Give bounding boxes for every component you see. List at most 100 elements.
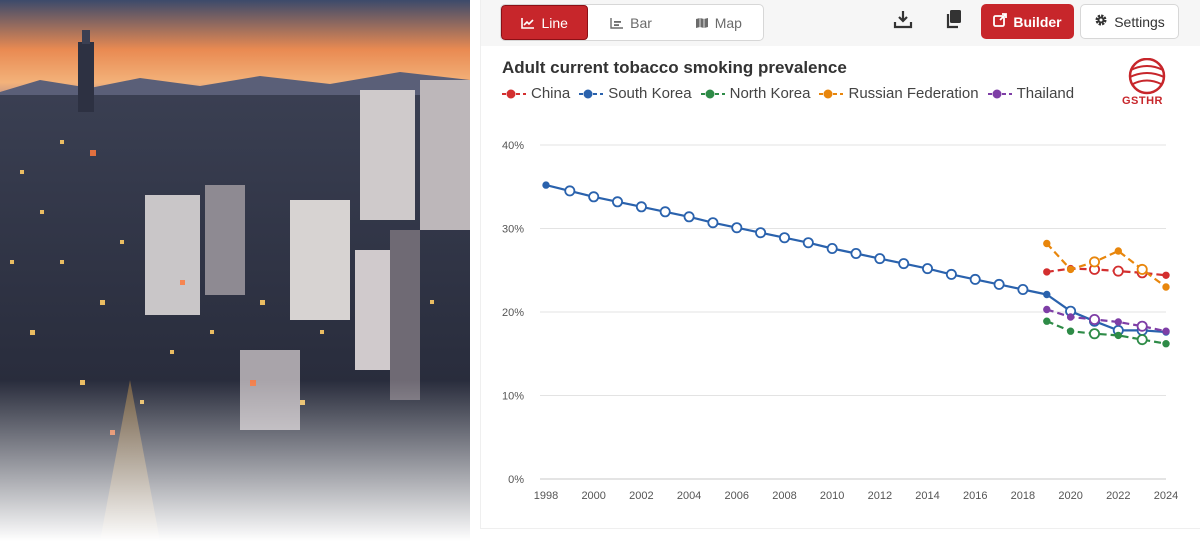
tab-line[interactable]: Line xyxy=(501,5,589,40)
tab-map[interactable]: Map xyxy=(674,5,763,40)
chart-panel: Line Bar Map xyxy=(480,0,1200,529)
tab-line-label: Line xyxy=(541,14,568,31)
settings-label: Settings xyxy=(1114,13,1165,30)
gear-icon xyxy=(1094,13,1108,30)
chart-type-switcher: Line Bar Map xyxy=(500,4,764,41)
data-point-south-korea xyxy=(564,185,576,197)
legend-marker xyxy=(502,89,526,98)
data-point-russian-federation xyxy=(1066,265,1075,274)
data-point-thailand xyxy=(1162,327,1170,335)
legend-item-russian-federation[interactable]: Russian Federation xyxy=(818,85,979,102)
x-tick-label: 2000 xyxy=(581,490,605,502)
legend-label: Russian Federation xyxy=(848,85,979,102)
x-tick-label: 2012 xyxy=(868,490,892,502)
data-point-south-korea xyxy=(850,247,862,259)
data-point-south-korea xyxy=(1043,290,1051,299)
y-tick-label: 40% xyxy=(502,140,524,152)
copy-icon xyxy=(945,9,963,34)
chart-legend: China South Korea North Korea Russian Feder… xyxy=(501,85,1074,102)
data-point-thailand xyxy=(1114,318,1122,326)
data-point-thailand xyxy=(1043,305,1051,314)
x-tick-label: 2004 xyxy=(677,490,701,502)
data-point-south-korea xyxy=(778,232,790,244)
settings-button[interactable]: Settings xyxy=(1080,4,1179,39)
data-point-south-korea xyxy=(826,242,838,254)
data-point-china xyxy=(1043,268,1051,276)
legend-label: South Korea xyxy=(608,85,692,102)
data-point-south-korea xyxy=(731,222,743,234)
data-point-south-korea xyxy=(802,237,814,249)
data-point-south-korea xyxy=(635,201,647,213)
copy-button[interactable] xyxy=(941,8,967,34)
tab-bar-label: Bar xyxy=(630,14,652,31)
logo-text: GSTHR xyxy=(1122,95,1163,107)
data-point-north-korea xyxy=(1066,327,1075,335)
data-point-south-korea xyxy=(707,217,719,229)
y-tick-label: 30% xyxy=(502,224,524,236)
builder-label: Builder xyxy=(1013,13,1062,30)
x-tick-label: 2022 xyxy=(1106,490,1130,502)
external-link-icon xyxy=(993,13,1008,30)
legend-marker xyxy=(579,89,604,98)
tab-bar[interactable]: Bar xyxy=(588,5,673,40)
data-point-south-korea xyxy=(993,278,1005,290)
x-tick-label: 1998 xyxy=(534,490,558,502)
line-chart: 0% 10% 20% 30% 40% 1998 2000 2002 2004 2006 2008 20… xyxy=(502,140,1178,502)
data-point-north-korea xyxy=(1136,334,1148,346)
legend-marker xyxy=(819,89,844,98)
legend-item-thailand[interactable]: Thailand xyxy=(987,85,1075,102)
download-button[interactable] xyxy=(890,8,916,34)
data-point-china xyxy=(1112,265,1124,277)
data-point-china xyxy=(1162,271,1170,279)
data-point-south-korea xyxy=(874,253,886,265)
series-line-russian-federation xyxy=(1045,242,1167,288)
legend-marker xyxy=(987,89,1012,98)
x-tick-label: 2016 xyxy=(963,490,987,502)
download-icon xyxy=(893,9,913,34)
y-tick-label: 10% xyxy=(502,391,524,403)
y-tick-label: 0% xyxy=(508,474,524,486)
x-tick-label: 2020 xyxy=(1058,490,1082,502)
y-tick-label: 20% xyxy=(502,307,524,319)
data-point-russian-federation xyxy=(1089,256,1101,268)
data-point-south-korea xyxy=(659,206,671,218)
data-point-south-korea xyxy=(588,191,600,203)
data-point-russian-federation xyxy=(1043,239,1051,248)
x-tick-label: 2014 xyxy=(915,490,939,502)
data-point-south-korea xyxy=(755,227,767,239)
data-point-south-korea xyxy=(898,258,910,270)
data-point-thailand xyxy=(1136,320,1148,332)
legend-item-china[interactable]: China xyxy=(501,85,570,102)
series-line-north-korea xyxy=(1046,320,1167,345)
builder-button[interactable]: Builder xyxy=(981,4,1074,39)
legend-label: China xyxy=(531,85,571,102)
data-point-russian-federation xyxy=(1162,283,1170,291)
data-point-south-korea xyxy=(945,268,957,280)
gsthr-logo: GSTHR xyxy=(1121,57,1175,110)
data-point-thailand xyxy=(1066,313,1075,321)
data-point-south-korea xyxy=(921,263,933,275)
data-point-north-korea xyxy=(1089,328,1101,340)
data-point-north-korea xyxy=(1043,317,1051,325)
city-skyline-photo xyxy=(0,0,470,541)
chart-toolbar: Line Bar Map xyxy=(481,0,1200,46)
x-tick-label: 2006 xyxy=(725,490,749,502)
legend-item-north-korea[interactable]: North Korea xyxy=(700,85,810,102)
line-chart-icon xyxy=(521,17,535,29)
x-tick-label: 2024 xyxy=(1154,490,1178,502)
tab-map-label: Map xyxy=(714,14,742,31)
x-tick-label: 2010 xyxy=(820,490,844,502)
legend-item-south-korea[interactable]: South Korea xyxy=(578,85,692,102)
legend-label: Thailand xyxy=(1016,85,1075,102)
data-point-north-korea xyxy=(1114,331,1122,340)
x-tick-label: 2018 xyxy=(1011,490,1035,502)
data-point-south-korea xyxy=(611,196,623,208)
data-point-russian-federation xyxy=(1114,247,1122,255)
series-line-thailand xyxy=(1046,308,1167,333)
data-point-south-korea xyxy=(542,181,550,189)
chart-title: Adult current tobacco smoking prevalence xyxy=(502,58,847,77)
map-icon xyxy=(695,17,709,29)
x-tick-label: 2008 xyxy=(772,490,796,502)
data-point-russian-federation xyxy=(1136,263,1148,275)
data-point-thailand xyxy=(1089,313,1101,325)
